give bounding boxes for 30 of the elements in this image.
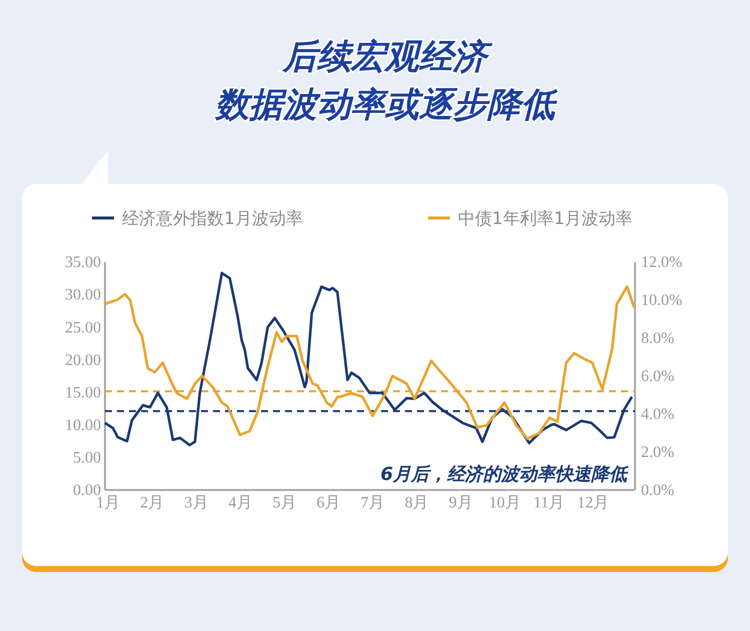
y2-tick-label: 12.0%	[641, 254, 682, 272]
x-tick-label: 7月	[360, 494, 385, 512]
legend-label: 中债1年利率1月波动率	[458, 209, 633, 229]
x-tick-label: 4月	[228, 494, 252, 512]
y-tick-label: 5.00	[73, 450, 101, 467]
x-tick-label: 3月	[184, 494, 208, 512]
x-tick-label: 6月	[316, 494, 341, 512]
y2-tick-label: 10.0%	[641, 292, 682, 310]
y2-tick-label: 2.0%	[641, 444, 674, 462]
y-tick-label: 15.00	[65, 384, 101, 402]
x-tick-label: 12月	[577, 494, 610, 512]
y-tick-label: 10.00	[65, 416, 101, 434]
x-tick-label: 2月	[140, 494, 164, 512]
chart-title: 后续宏观经济数据波动率或逐步降低	[214, 37, 558, 125]
x-tick-label: 5月	[272, 494, 296, 512]
x-tick-label: 9月	[448, 494, 473, 512]
y2-tick-label: 8.0%	[641, 330, 674, 348]
y-tick-label: 20.00	[65, 352, 101, 369]
x-tick-label: 11月	[533, 494, 565, 512]
x-tick-label: 10月	[488, 494, 521, 512]
x-tick-label: 1月	[96, 494, 120, 512]
y2-tick-label: 4.0%	[641, 406, 674, 424]
y-tick-label: 25.00	[65, 319, 101, 336]
y2-tick-label: 0.0%	[641, 482, 674, 500]
annotation: 6月后，经济的波动率快速降低	[380, 464, 629, 485]
y-tick-label: 35.00	[65, 254, 101, 272]
legend-label: 经济意外指数1月波动率	[122, 209, 303, 229]
y-tick-label: 30.00	[65, 286, 101, 304]
y2-tick-label: 6.0%	[641, 368, 674, 386]
x-tick-label: 8月	[404, 494, 429, 512]
